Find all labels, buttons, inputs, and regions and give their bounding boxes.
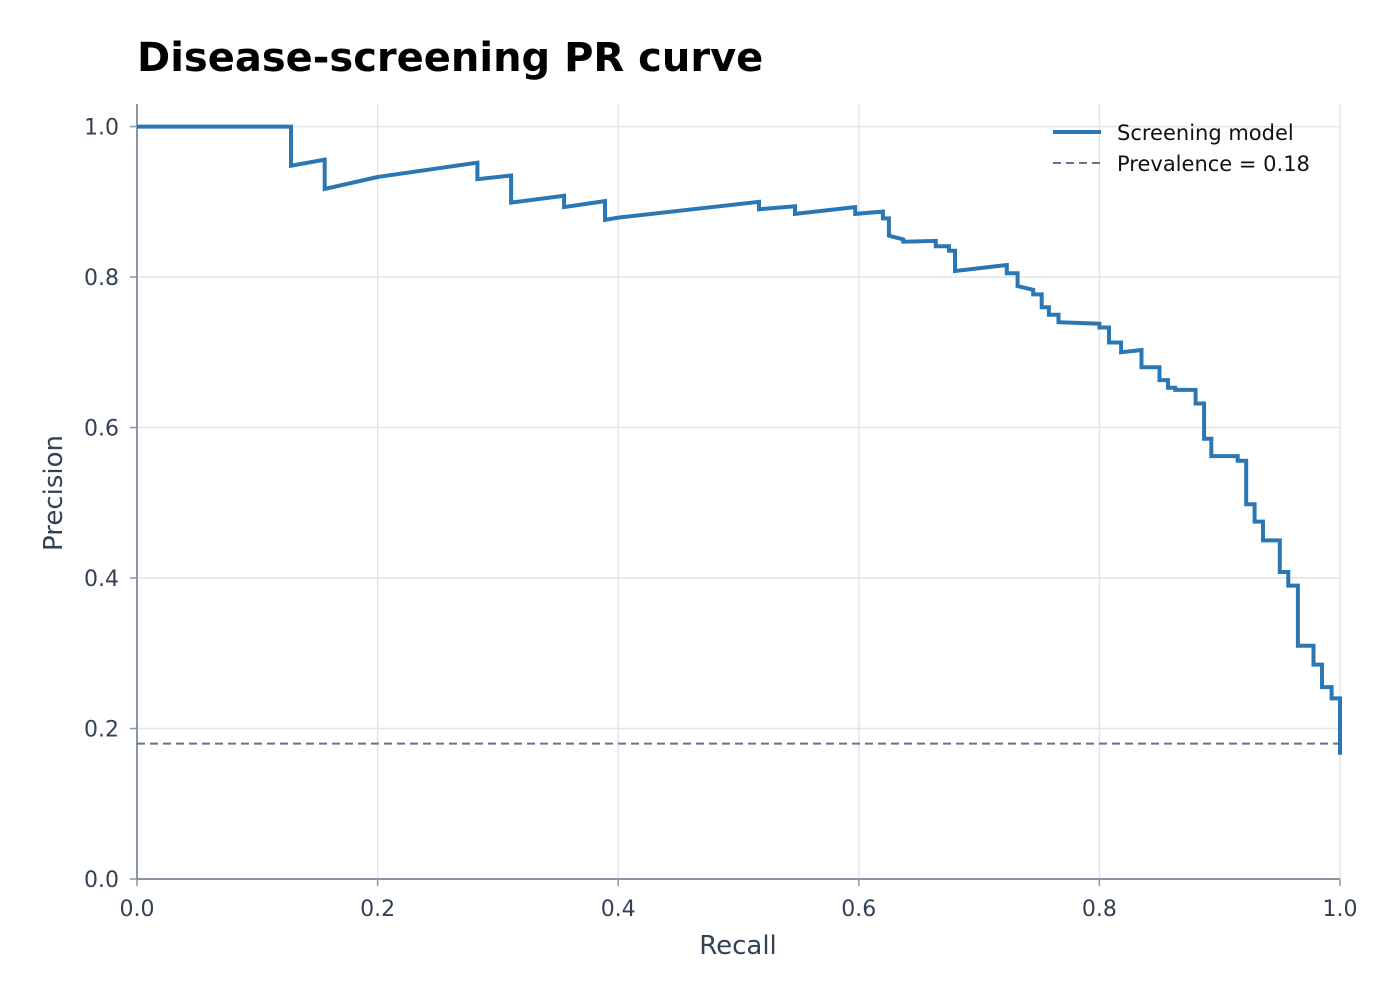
y-axis-label: Precision bbox=[39, 435, 69, 551]
x-tick-label: 0.6 bbox=[841, 897, 876, 922]
y-tick-label: 0.6 bbox=[84, 417, 119, 442]
x-axis-label: Recall bbox=[699, 931, 777, 961]
chart-title: Disease-screening PR curve bbox=[137, 35, 763, 81]
y-tick-label: 0.2 bbox=[84, 718, 119, 743]
y-tick-label: 0.8 bbox=[84, 266, 119, 291]
x-tick-label: 0.4 bbox=[601, 897, 636, 922]
grid bbox=[136, 104, 1341, 880]
x-tick-label: 1.0 bbox=[1323, 897, 1358, 922]
legend: Screening model Prevalence = 0.18 bbox=[1053, 121, 1310, 176]
legend-label-prevalence: Prevalence = 0.18 bbox=[1117, 152, 1310, 176]
x-tick-label: 0.2 bbox=[360, 897, 395, 922]
plot-area bbox=[137, 124, 1342, 755]
axes: 0.0 0.2 0.4 0.6 0.8 1.0 0.0 0.2 0.4 0.6 0.8 1.0 bbox=[84, 104, 1358, 922]
legend-label-screening-model: Screening model bbox=[1117, 121, 1294, 145]
x-tick-label: 0.8 bbox=[1082, 897, 1117, 922]
y-tick-label: 0.0 bbox=[84, 868, 119, 893]
screening-model-curve bbox=[137, 124, 1342, 755]
y-tick-label: 0.4 bbox=[84, 567, 119, 592]
x-tick-label: 0.0 bbox=[120, 897, 155, 922]
y-tick-label: 1.0 bbox=[84, 116, 119, 141]
